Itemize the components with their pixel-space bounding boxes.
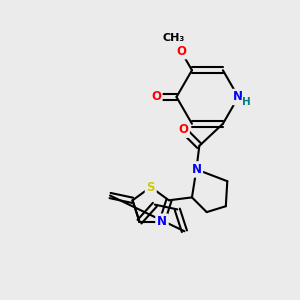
Text: O: O <box>176 45 186 58</box>
Text: O: O <box>178 123 188 136</box>
Text: N: N <box>191 163 201 176</box>
Text: H: H <box>242 97 251 107</box>
Text: S: S <box>146 181 155 194</box>
Text: CH₃: CH₃ <box>162 33 184 43</box>
Text: N: N <box>157 215 167 228</box>
Text: O: O <box>151 91 161 103</box>
Text: N: N <box>233 91 243 103</box>
